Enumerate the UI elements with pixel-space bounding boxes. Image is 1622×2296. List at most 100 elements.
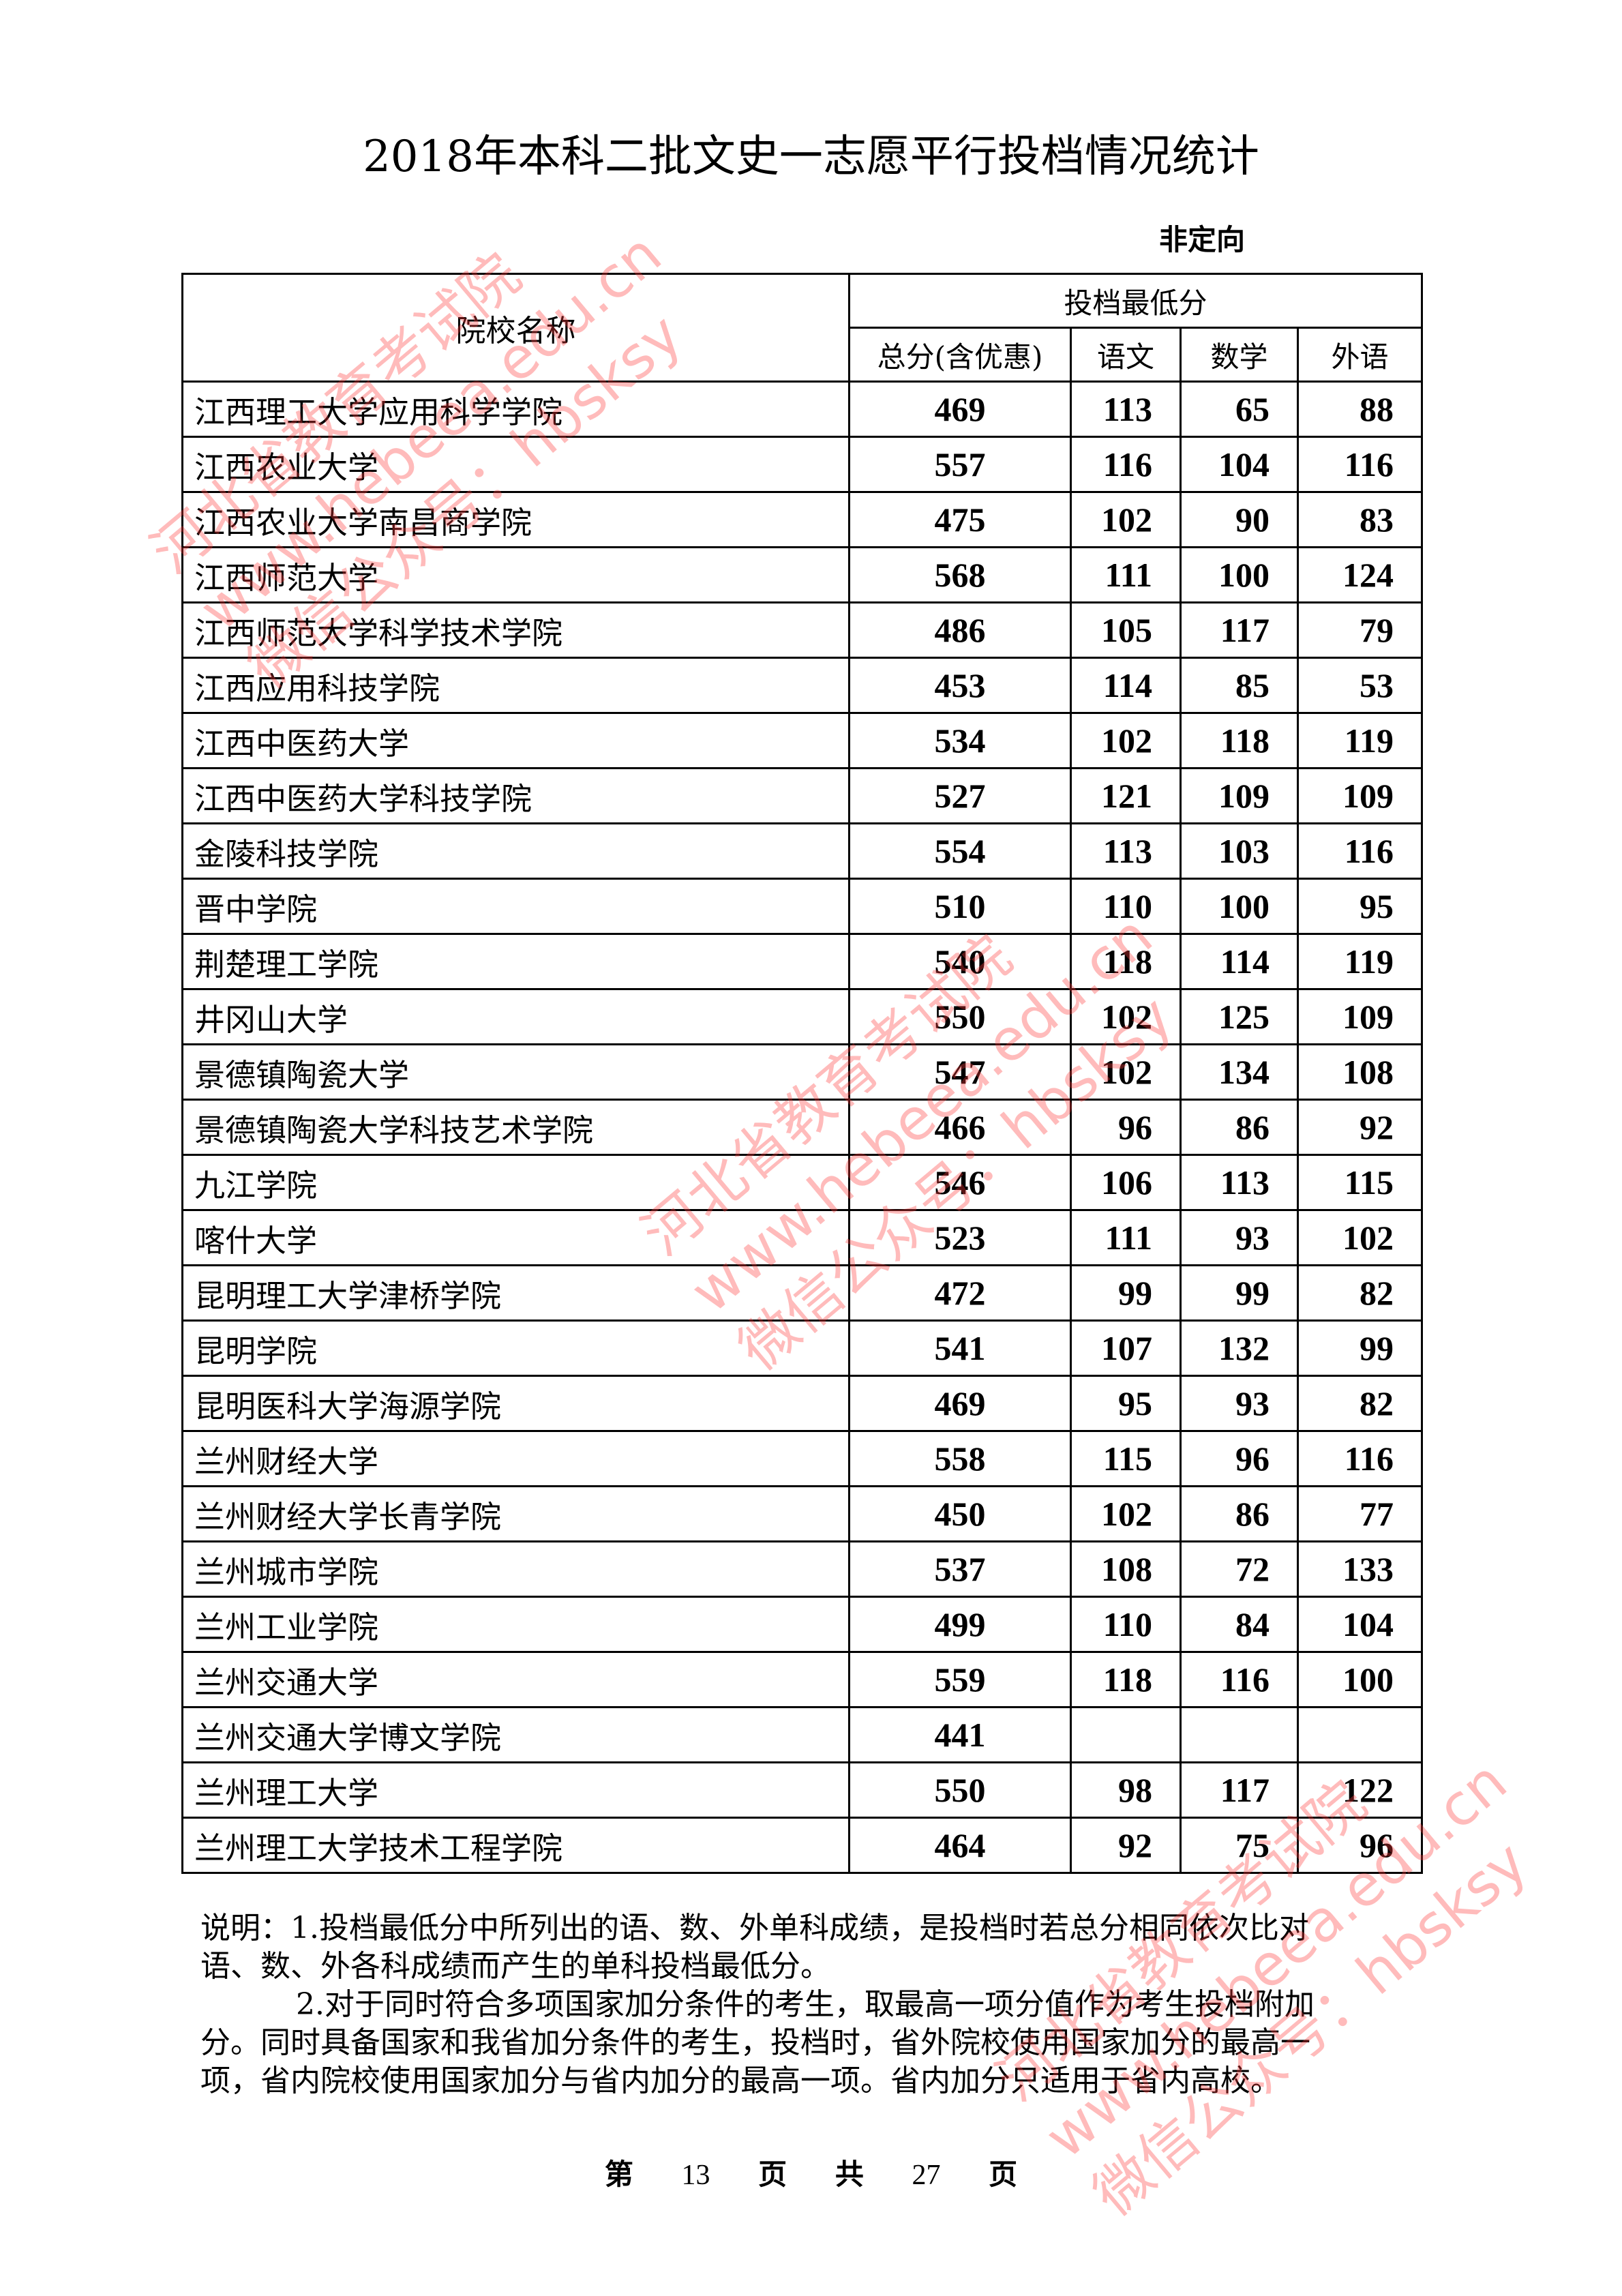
chinese-score: 110 xyxy=(1070,878,1182,935)
admission-table: 院校名称 投档最低分 总分(含优惠) 语文 数学 外语 江西理工大学应用科学学院… xyxy=(181,273,1424,1874)
math-score xyxy=(1180,1706,1299,1763)
table-row: 兰州交通大学 559 118 116 100 xyxy=(181,1651,1424,1708)
table-row: 兰州财经大学长青学院 450 102 86 77 xyxy=(181,1485,1424,1542)
header-min-score: 投档最低分 xyxy=(847,273,1424,329)
math-score: 134 xyxy=(1180,1043,1299,1101)
math-score: 117 xyxy=(1180,1761,1299,1819)
math-score: 90 xyxy=(1180,491,1299,548)
school-name: 昆明学院 xyxy=(181,1320,850,1377)
table-row: 江西理工大学应用科学学院 469 113 65 88 xyxy=(181,381,1424,438)
footer-di: 第 xyxy=(604,2158,633,2191)
chinese-score: 108 xyxy=(1070,1540,1182,1598)
foreign-score: 82 xyxy=(1296,1375,1424,1432)
table-row: 九江学院 546 106 113 115 xyxy=(181,1154,1424,1211)
table-row: 兰州城市学院 537 108 72 133 xyxy=(181,1540,1424,1598)
note-line: 项，省内院校使用国家加分与省内加分的最高一项。省内加分只适用于省内高校。 xyxy=(200,2063,1280,2098)
school-name: 荆楚理工学院 xyxy=(181,933,850,990)
chinese-score: 92 xyxy=(1070,1817,1182,1874)
total-score: 547 xyxy=(848,1043,1072,1101)
chinese-score: 111 xyxy=(1070,546,1182,603)
math-score: 93 xyxy=(1180,1375,1299,1432)
foreign-score: 115 xyxy=(1296,1154,1424,1211)
math-score: 86 xyxy=(1180,1485,1299,1542)
total-score: 466 xyxy=(848,1099,1072,1156)
header-math: 数学 xyxy=(1180,327,1299,383)
school-name: 喀什大学 xyxy=(181,1209,850,1266)
foreign-score: 92 xyxy=(1296,1099,1424,1156)
foreign-score: 116 xyxy=(1296,822,1424,880)
chinese-score: 113 xyxy=(1070,822,1182,880)
chinese-score: 98 xyxy=(1070,1761,1182,1819)
school-name: 昆明理工大学津桥学院 xyxy=(181,1264,850,1322)
math-score: 114 xyxy=(1180,933,1299,990)
header-total: 总分(含优惠) xyxy=(848,327,1072,383)
table-row: 金陵科技学院 554 113 103 116 xyxy=(181,822,1424,880)
table-row: 江西应用科技学院 453 114 85 53 xyxy=(181,657,1424,714)
math-score: 109 xyxy=(1180,767,1299,824)
foreign-score: 82 xyxy=(1296,1264,1424,1322)
chinese-score: 107 xyxy=(1070,1320,1182,1377)
table-row: 昆明医科大学海源学院 469 95 93 82 xyxy=(181,1375,1424,1432)
chinese-score: 102 xyxy=(1070,491,1182,548)
math-score: 72 xyxy=(1180,1540,1299,1598)
chinese-score: 102 xyxy=(1070,712,1182,769)
math-score: 117 xyxy=(1180,601,1299,659)
chinese-score: 99 xyxy=(1070,1264,1182,1322)
notes: 说明：1.投档最低分中所列出的语、数、外单科成绩，是投档时若总分相同依次比对 语… xyxy=(200,1909,1421,2100)
total-score: 441 xyxy=(848,1706,1072,1763)
total-score: 499 xyxy=(848,1596,1072,1653)
footer-ye: 页 xyxy=(758,2158,787,2191)
chinese-score: 116 xyxy=(1070,436,1182,493)
chinese-score: 110 xyxy=(1070,1596,1182,1653)
foreign-score: 96 xyxy=(1296,1817,1424,1874)
chinese-score: 102 xyxy=(1070,1485,1182,1542)
math-score: 113 xyxy=(1180,1154,1299,1211)
math-score: 100 xyxy=(1180,878,1299,935)
chinese-score: 115 xyxy=(1070,1430,1182,1487)
foreign-score: 88 xyxy=(1296,381,1424,438)
total-score: 541 xyxy=(848,1320,1072,1377)
total-score: 540 xyxy=(848,933,1072,990)
table-row: 兰州交通大学博文学院 441 xyxy=(181,1706,1424,1763)
math-score: 93 xyxy=(1180,1209,1299,1266)
math-score: 125 xyxy=(1180,988,1299,1045)
header-school-name: 院校名称 xyxy=(181,273,850,383)
total-score: 559 xyxy=(848,1651,1072,1708)
foreign-score: 119 xyxy=(1296,933,1424,990)
chinese-score: 111 xyxy=(1070,1209,1182,1266)
school-name: 江西应用科技学院 xyxy=(181,657,850,714)
foreign-score: 122 xyxy=(1296,1761,1424,1819)
table-row: 喀什大学 523 111 93 102 xyxy=(181,1209,1424,1266)
table-row: 江西师范大学科学技术学院 486 105 117 79 xyxy=(181,601,1424,659)
table-row: 江西师范大学 568 111 100 124 xyxy=(181,546,1424,603)
foreign-score: 133 xyxy=(1296,1540,1424,1598)
table-row: 江西农业大学 557 116 104 116 xyxy=(181,436,1424,493)
chinese-score: 118 xyxy=(1070,933,1182,990)
total-score: 568 xyxy=(848,546,1072,603)
total-score: 558 xyxy=(848,1430,1072,1487)
math-score: 116 xyxy=(1180,1651,1299,1708)
foreign-score: 108 xyxy=(1296,1043,1424,1101)
table-row: 昆明学院 541 107 132 99 xyxy=(181,1320,1424,1377)
school-name: 兰州交通大学博文学院 xyxy=(181,1706,850,1763)
total-score: 453 xyxy=(848,657,1072,714)
table-row: 兰州工业学院 499 110 84 104 xyxy=(181,1596,1424,1653)
total-score: 554 xyxy=(848,822,1072,880)
note-line: 分。同时具备国家和我省加分条件的考生，投档时，省外院校使用国家加分的最高一 xyxy=(200,2025,1310,2060)
table-row: 景德镇陶瓷大学科技艺术学院 466 96 86 92 xyxy=(181,1099,1424,1156)
total-score: 475 xyxy=(848,491,1072,548)
school-name: 江西农业大学南昌商学院 xyxy=(181,491,850,548)
total-score: 472 xyxy=(848,1264,1072,1322)
math-score: 99 xyxy=(1180,1264,1299,1322)
note-line: 语、数、外各科成绩而产生的单科投档最低分。 xyxy=(200,1949,830,1984)
math-score: 75 xyxy=(1180,1817,1299,1874)
foreign-score: 109 xyxy=(1296,767,1424,824)
math-score: 96 xyxy=(1180,1430,1299,1487)
school-name: 井冈山大学 xyxy=(181,988,850,1045)
school-name: 兰州财经大学 xyxy=(181,1430,850,1487)
school-name: 兰州城市学院 xyxy=(181,1540,850,1598)
school-name: 江西理工大学应用科学学院 xyxy=(181,381,850,438)
total-score: 550 xyxy=(848,1761,1072,1819)
foreign-score: 99 xyxy=(1296,1320,1424,1377)
school-name: 江西师范大学 xyxy=(181,546,850,603)
